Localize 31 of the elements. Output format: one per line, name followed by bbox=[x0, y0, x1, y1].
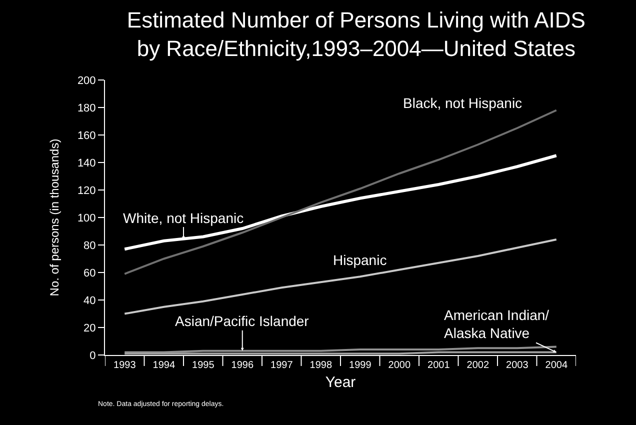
x-tick-label: 2000 bbox=[388, 360, 411, 371]
x-axis-title: Year bbox=[325, 374, 356, 391]
y-axis-title: No. of persons (in thousands) bbox=[48, 138, 62, 296]
x-tick-label: 1993 bbox=[114, 360, 136, 371]
y-tick-label: 40 bbox=[84, 294, 96, 307]
x-tick-label: 1994 bbox=[152, 360, 176, 371]
series-label: Black, not Hispanic bbox=[403, 95, 522, 111]
x-tick-label: 2002 bbox=[466, 360, 490, 371]
series-label: Hispanic bbox=[333, 252, 387, 268]
y-tick-label: 0 bbox=[90, 350, 96, 362]
y-tick-label: 140 bbox=[77, 157, 96, 170]
y-tick-label: 60 bbox=[84, 267, 96, 280]
x-tick-label: 1995 bbox=[192, 360, 215, 371]
x-tick-label: 2004 bbox=[545, 360, 568, 371]
y-tick-label: 180 bbox=[77, 102, 96, 114]
y-tick-label: 200 bbox=[77, 74, 96, 87]
y-tick-label: 120 bbox=[77, 184, 96, 197]
y-tick-label: 100 bbox=[77, 212, 96, 224]
y-tick-label: 160 bbox=[77, 130, 96, 142]
series-label: American Indian/ Alaska Native bbox=[444, 307, 550, 342]
x-tick-label: 1999 bbox=[349, 360, 372, 371]
x-tick-label: 2001 bbox=[428, 360, 450, 371]
x-tick-label: 1996 bbox=[231, 360, 254, 371]
y-tick-label: 20 bbox=[84, 322, 96, 334]
x-tick-label: 1997 bbox=[270, 360, 294, 371]
series-label: Asian/Pacific Islander bbox=[175, 313, 310, 329]
series-label: White, not Hispanic bbox=[123, 210, 244, 226]
x-tick-label: 2003 bbox=[506, 360, 529, 371]
chart-title: Estimated Number of Persons Living with AIDS by Race/Ethnicity,1993–2004—United States bbox=[126, 8, 586, 62]
y-tick-label: 80 bbox=[84, 240, 96, 252]
x-tick-label: 1998 bbox=[310, 360, 332, 371]
